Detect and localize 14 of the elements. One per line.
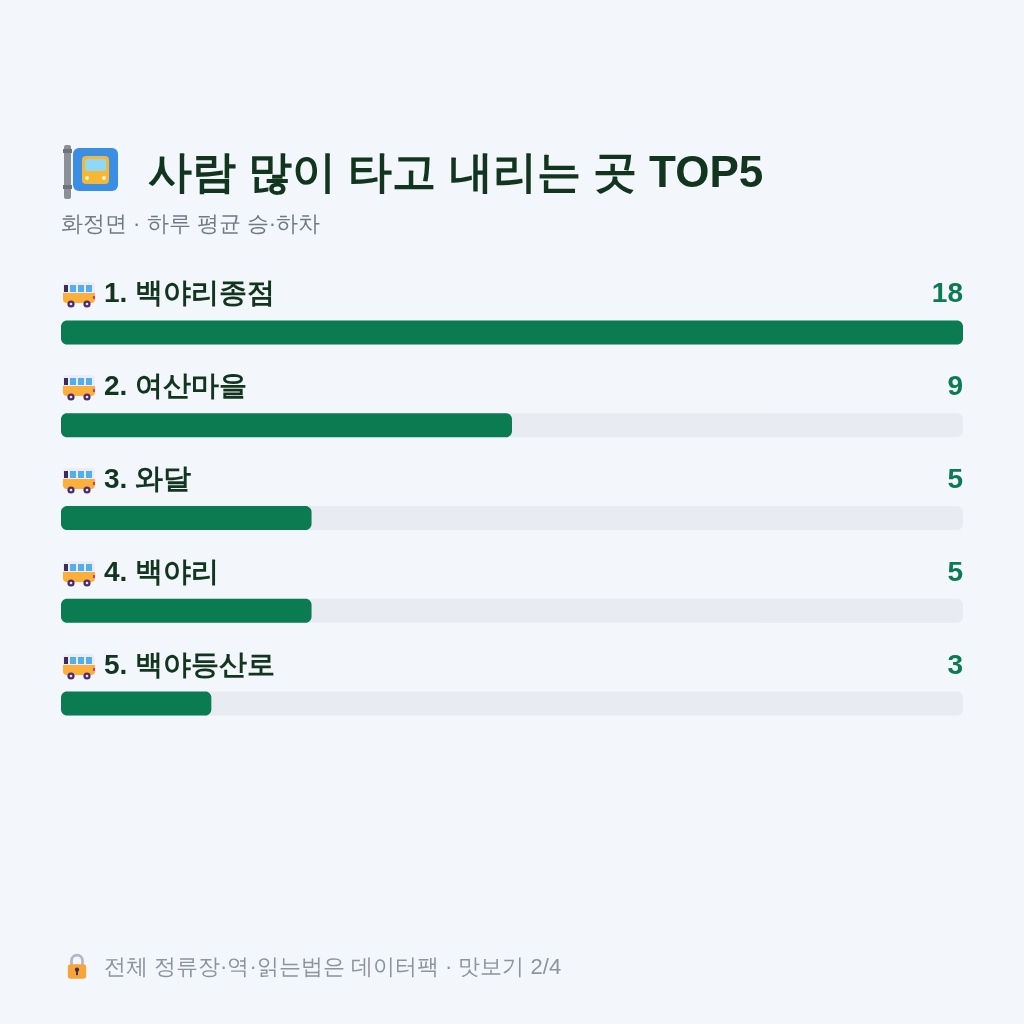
y-tick-label: 1. 백야리종점 <box>104 277 276 309</box>
data-label: 5 <box>947 463 963 494</box>
chart-subtitle: 화정면 · 하루 평균 승·하차 <box>61 210 321 238</box>
y-tick-label: 2. 여산마을 <box>104 370 248 402</box>
data-label: 3 <box>947 648 963 680</box>
y-tick-label: 3. 와달 <box>104 463 192 494</box>
y-tick-label: 4. 백야리 <box>104 555 220 587</box>
data-label: 18 <box>931 277 963 309</box>
text: 전체 정류장·역·읽는법은 데이터팩 · 맛보기 2/4 <box>104 953 562 981</box>
bar <box>61 691 212 716</box>
data-label: 9 <box>947 370 963 402</box>
chart-title: 사람 많이 타고 내리는 곳 TOP5 <box>148 147 764 196</box>
data-label: 5 <box>947 555 963 587</box>
y-tick-label: 5. 백야등산로 <box>104 648 276 680</box>
